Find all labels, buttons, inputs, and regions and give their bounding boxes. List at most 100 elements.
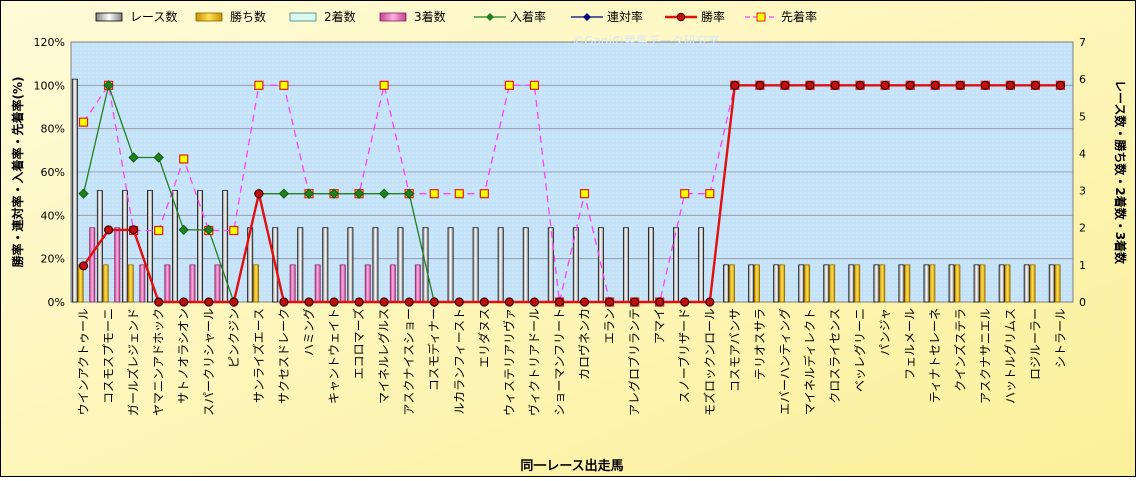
bar-race-count <box>322 227 329 303</box>
legend-marker <box>583 13 591 21</box>
marker-win-rate <box>955 80 965 90</box>
series-markers <box>78 80 1066 308</box>
marker-win-rate <box>154 297 164 307</box>
y2-tick-label: 6 <box>1079 73 1086 86</box>
legend-label: 連対率 <box>607 9 643 24</box>
bar-race-count <box>497 227 504 303</box>
bar-win-count <box>879 264 886 303</box>
y2-tick-label: 3 <box>1079 185 1086 198</box>
bar-win-count <box>904 264 911 303</box>
bar-win-count <box>1054 264 1061 303</box>
marker-win-rate <box>1030 80 1041 90</box>
legend-label: 2着数 <box>324 9 356 24</box>
marker-placed-rate <box>103 80 114 91</box>
bar-win-count <box>779 264 785 303</box>
bar-race-count <box>898 264 905 303</box>
marker-win-rate <box>905 80 915 90</box>
y2-tick-label: 4 <box>1079 147 1086 160</box>
bar-win-count <box>929 264 936 303</box>
marker-win-rate <box>229 297 239 307</box>
marker-placed-rate <box>353 188 365 199</box>
bar-third-count <box>189 264 196 303</box>
x-tick-label: マイネルレグルス <box>377 308 391 404</box>
marker-win-rate <box>204 297 214 307</box>
x-tick-label: ロジルーラー <box>1028 308 1042 380</box>
bar-race-count <box>848 264 855 303</box>
x-tick-label: エバーハンティング <box>778 308 792 415</box>
marker-placed-rate <box>78 188 89 199</box>
x-tick-label: ハットルグリムス <box>1003 308 1017 404</box>
marker-win-rate <box>1055 80 1066 90</box>
bar-race-count <box>648 227 654 303</box>
bar-race-count <box>723 264 730 303</box>
legend-label: 入着率 <box>510 9 546 24</box>
bar-third-count <box>89 227 96 303</box>
y2-tick-label: 5 <box>1079 110 1086 123</box>
x-tick-label: スノーブリザード <box>677 308 692 403</box>
bar-race-count <box>347 227 354 303</box>
marker-first-arrival-rate <box>680 189 690 199</box>
marker-win-rate <box>354 297 364 307</box>
marker-first-arrival-rate <box>529 80 540 90</box>
line-first-arrival-rate <box>82 83 1061 303</box>
bar-race-count <box>973 264 980 303</box>
bar-race-count <box>1048 264 1055 303</box>
marker-first-arrival-rate <box>579 189 590 199</box>
marker-win-rate <box>855 80 865 90</box>
bar-race-count <box>222 190 229 303</box>
x-tick-label: アレグロブリランテ <box>627 308 642 416</box>
bar-race-count <box>372 227 379 303</box>
bar-win-count <box>754 264 760 303</box>
bar-win-count <box>728 264 735 303</box>
x-tick-label: ショーマンフリート <box>553 308 567 416</box>
bar-race-count <box>547 227 554 303</box>
x-tick-label: アマイ <box>653 308 667 344</box>
legend-swatch <box>195 12 223 22</box>
marker-win-rate <box>404 297 414 307</box>
y-tick-label: 40% <box>41 209 65 222</box>
y-tick-label: 80% <box>41 123 65 136</box>
marker-placed-rate <box>328 188 340 199</box>
x-tick-label: アスクナイスショー <box>402 308 416 416</box>
bar-race-count <box>748 264 755 303</box>
marker-first-arrival-rate <box>78 117 89 127</box>
bar-race-count <box>948 264 955 303</box>
marker-win-rate <box>379 297 389 307</box>
y2-tick-label: 2 <box>1079 222 1086 235</box>
bar-third-count <box>389 264 396 303</box>
x-tick-label: ベッレグリーニ <box>853 308 867 392</box>
bar-third-count <box>339 264 346 303</box>
x-tick-label: テリオスサラ <box>753 308 767 380</box>
y2-tick-label: 0 <box>1079 296 1086 309</box>
y2-tick-label: 7 <box>1079 36 1086 49</box>
bar-race-count <box>698 227 705 303</box>
bar-win-count <box>253 264 259 303</box>
x-axis-label: 同一レース出走馬 <box>520 458 623 474</box>
marker-win-rate <box>103 225 114 235</box>
bar-win-count <box>854 264 861 303</box>
x-tick-label: コスモスプモーニ <box>102 308 116 404</box>
y2-tick-label: 1 <box>1079 259 1086 272</box>
bar-win-count <box>1004 264 1011 303</box>
marker-placed-rate <box>303 188 315 199</box>
legend-marker <box>676 12 686 22</box>
bar-third-count <box>289 264 296 303</box>
bar-third-count <box>164 264 171 303</box>
marker-placed-rate <box>203 224 214 236</box>
marker-win-rate <box>304 297 314 307</box>
x-tick-label: ティナトセレーネ <box>928 308 942 403</box>
marker-placed-rate <box>403 188 415 199</box>
x-tick-label: ハミング <box>302 308 316 356</box>
x-tick-label: ガールズレジェンド <box>126 308 141 416</box>
x-tick-label: クインズステラ <box>952 308 967 392</box>
x-tick-label: エコロマーズ <box>351 308 366 379</box>
x-tick-label: サクセスドレーク <box>277 308 291 404</box>
bar-win-count <box>127 264 134 303</box>
bar-race-count <box>172 190 178 303</box>
x-tick-label: アスクナサニエル <box>978 308 992 404</box>
bar-win-count <box>979 264 986 303</box>
y-axis-ticks: 0% 20% 40% 60% 80% 100% 120% <box>34 36 65 309</box>
x-tick-label: ウインアクトゥール <box>77 308 91 415</box>
legend-marker <box>756 12 766 22</box>
marker-win-rate <box>705 297 715 307</box>
